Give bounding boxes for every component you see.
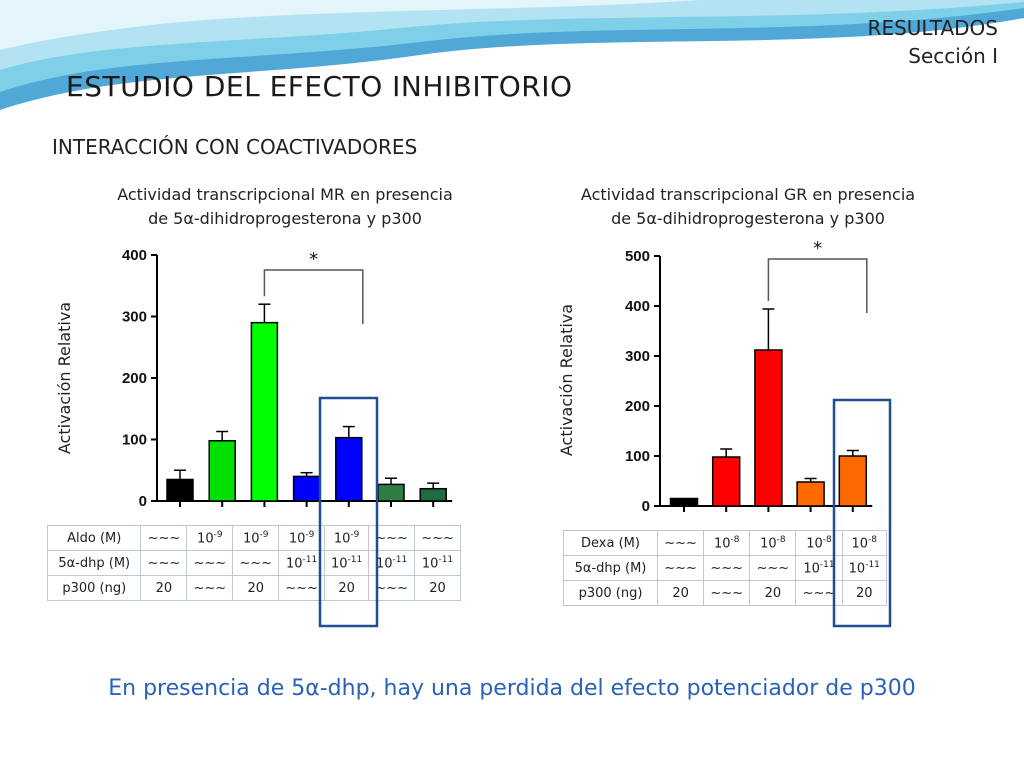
table-gr-cell: ~~~: [657, 555, 705, 581]
chart-mr-y-axis-label: Activación Relativa: [55, 302, 74, 454]
exponent: -11: [819, 559, 835, 570]
chart-mr-y-tick-label: 0: [139, 493, 147, 510]
exponent: -11: [392, 554, 408, 565]
table-mr-row: Aldo (M) ~~~ 10-9 10-9 10-9 10-9 ~~~ ~~~: [46, 525, 461, 551]
highlight-box-mr: [318, 396, 379, 628]
table-mr-row-label: p300 (ng): [46, 575, 142, 601]
chart-mr-title-line1: Actividad transcripcional MR en presenci…: [117, 185, 453, 204]
table-gr-cell: ~~~: [749, 555, 797, 581]
chart-gr-title: Actividad transcripcional GR en presenci…: [548, 183, 948, 231]
exponent: -11: [302, 554, 318, 565]
table-gr-row: 5α-dhp (M) ~~~ ~~~ ~~~ 10-11 10-11: [562, 555, 888, 581]
table-gr-row-label: 5α-dhp (M): [562, 555, 659, 581]
table-mr-cell: 10-11: [324, 550, 370, 576]
table-mr-cell: 10-9: [232, 525, 280, 551]
table-mr-row-label: 5α-dhp (M): [46, 550, 142, 576]
table-mr-cell: 20: [324, 575, 370, 601]
table-gr-row: p300 (ng) 20 ~~~ 20 ~~~ 20: [562, 580, 888, 606]
exponent: -11: [438, 554, 454, 565]
chart-gr-title-line2: de 5α-dihidroprogesterona y p300: [611, 209, 885, 228]
exponent: -8: [730, 534, 740, 545]
chart-gr-y-tick-label: 100: [625, 448, 650, 465]
exponent: -9: [350, 529, 360, 540]
chart-gr-y-tick-label: 500: [625, 248, 650, 265]
table-gr-cell: 10-8: [749, 530, 797, 556]
header-wave-decoration: [0, 0, 1024, 110]
exponent: -9: [259, 529, 269, 540]
chart-mr-y-tick-label: 300: [122, 309, 147, 326]
table-gr-row-label: p300 (ng): [562, 580, 659, 606]
table-mr-cell: 20: [414, 575, 461, 601]
table-gr-cell: ~~~: [703, 580, 751, 606]
exponent: -11: [347, 554, 363, 565]
chart-mr-y-tick-label: 100: [122, 432, 147, 449]
wave-highlight: [0, 0, 700, 50]
chart-mr-title-line2: de 5α-dihidroprogesterona y p300: [148, 209, 422, 228]
chart-mr-bar: [250, 321, 279, 502]
chart-mr-significance-bracket: [263, 269, 364, 324]
chart-mr-significance-label: *: [309, 249, 318, 270]
section-subtitle: Sección I: [908, 44, 998, 68]
chart-mr-bar: [292, 475, 321, 502]
chart-gr-bar: [669, 497, 699, 507]
chart-mr-y-tick-label: 400: [122, 247, 147, 264]
chart-gr-bar: [711, 456, 741, 507]
conclusion-text: En presencia de 5α-dhp, hay una perdida …: [108, 676, 916, 701]
chart-gr-y-tick-label: 200: [625, 398, 650, 415]
section-title: RESULTADOS: [867, 16, 998, 40]
table-gr-conditions: Dexa (M) ~~~ 10-8 10-8 10-8 10-8 5α-dhp (M) ~~~…: [562, 530, 888, 606]
table-gr-cell: 20: [657, 580, 705, 606]
chart-gr-bar: [838, 455, 868, 507]
wave-light: [0, 0, 1024, 70]
chart-gr-y-tick-label: 300: [625, 348, 650, 365]
exponent: -9: [305, 529, 315, 540]
chart-gr-y-tick-label: 400: [625, 298, 650, 315]
highlight-box-gr: [832, 398, 892, 628]
chart-mr-bar: [335, 436, 363, 502]
chart-mr-y-tick-label: 200: [122, 370, 147, 387]
table-gr-cell: 10-11: [841, 555, 888, 581]
table-mr-cell: 10-9: [186, 525, 234, 551]
exponent: -11: [865, 559, 880, 570]
chart-mr-bar: [419, 487, 447, 502]
chart-gr-title-line1: Actividad transcripcional GR en presenci…: [580, 185, 916, 204]
chart-mr-bar: [166, 478, 194, 502]
exponent: -9: [213, 529, 223, 540]
table-mr-cell: 20: [140, 575, 188, 601]
exponent: -8: [822, 534, 832, 545]
chart-gr-significance-label: *: [813, 238, 822, 259]
page-title: ESTUDIO DEL EFECTO INHIBITORIO: [66, 70, 573, 103]
chart-gr-y-tick-label: 0: [642, 498, 650, 515]
table-mr-row-label: Aldo (M): [46, 525, 142, 551]
table-gr-cell: 10-8: [841, 530, 888, 556]
chart-mr-bar: [208, 439, 236, 502]
table-mr-cell: ~~~: [140, 550, 188, 576]
chart-gr-y-axis-label: Activación Relativa: [557, 304, 576, 456]
page-subtitle: INTERACCIÓN CON COACTIVADORES: [52, 135, 418, 159]
table-gr-cell: 20: [841, 580, 888, 606]
exponent: -8: [868, 534, 878, 545]
table-mr-cell: ~~~: [414, 525, 461, 551]
chart-gr-bar: [796, 481, 825, 507]
section-label: RESULTADOS Sección I: [868, 14, 998, 70]
table-mr-cell: 10-11: [414, 550, 461, 576]
table-mr-cell: 10-11: [278, 550, 326, 576]
chart-gr-bar: [754, 349, 783, 507]
chart-mr-title: Actividad transcripcional MR en presenci…: [85, 183, 485, 231]
chart-gr-significance-bracket: [767, 258, 868, 313]
exponent: -8: [776, 534, 786, 545]
